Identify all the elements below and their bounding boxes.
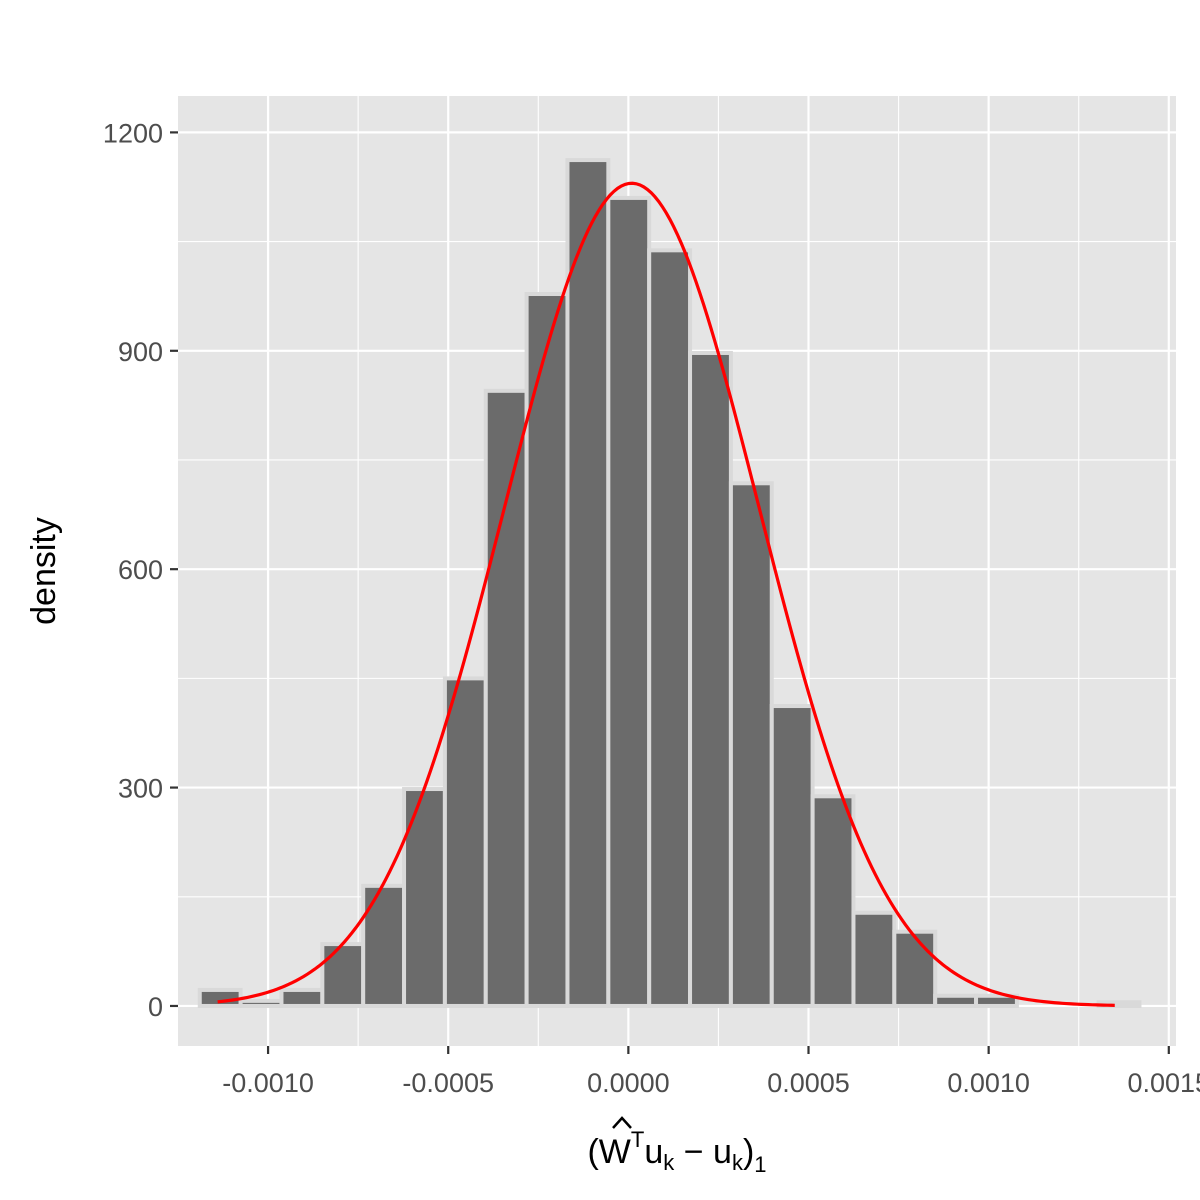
y-tick-label: 0 [148,992,163,1022]
x-tick-label: 0.0000 [587,1068,670,1098]
x-axis-title: (WTuk − uk)1 [587,1127,766,1177]
histogram-bar [565,158,611,1008]
x-axis-title-hat-var: u [644,1133,663,1171]
x-axis-title-open: (W [587,1133,630,1171]
histogram-bar [647,248,693,1008]
histogram-bars [197,158,1142,1008]
y-tick-label: 600 [118,555,163,585]
x-axis-title-sub3: 1 [754,1152,766,1177]
y-axis-title: density [25,517,63,625]
histogram-bar [238,998,284,1008]
histogram-bar [933,993,979,1008]
x-tick-label: 0.0015 [1127,1068,1200,1098]
hat-accent-icon [612,1116,632,1129]
y-axis: 0 300 600 900 1200 [103,118,178,1022]
y-tick-label: 900 [118,337,163,367]
y-tick-label: 1200 [103,118,163,148]
histogram-bar [361,883,407,1008]
x-tick-label: -0.0010 [222,1068,314,1098]
histogram-bar [279,987,325,1008]
x-axis-title-close: ) [743,1133,754,1171]
x-tick-label: 0.0010 [947,1068,1030,1098]
x-axis-title-minus: − u [674,1133,732,1171]
histogram-bar [728,481,774,1008]
histogram-bar [483,388,529,1008]
x-axis-title-sub2: k [732,1150,744,1175]
histogram-bar [197,987,243,1008]
histogram-bar [810,794,856,1008]
histogram-bar [442,676,488,1008]
x-tick-label: -0.0005 [402,1068,494,1098]
histogram-bar [320,942,366,1008]
histogram-bar [688,350,733,1008]
histogram-bar [974,993,1019,1008]
normal-density-curve-layer [217,181,1115,1007]
x-axis-title-sup: T [631,1127,644,1152]
normal-density-curve [217,181,1115,1007]
histogram-bar [606,195,652,1008]
x-tick-label: 0.0005 [767,1068,850,1098]
x-axis: -0.0010 -0.0005 0.0000 0.0005 0.0010 0.0015 [222,1046,1200,1098]
histogram-bar [524,292,570,1008]
x-axis-title-sub1: k [663,1150,675,1175]
histogram-bar [769,704,815,1008]
histogram-bar [892,929,938,1008]
histogram-bar [851,910,897,1008]
y-tick-label: 300 [118,774,163,804]
